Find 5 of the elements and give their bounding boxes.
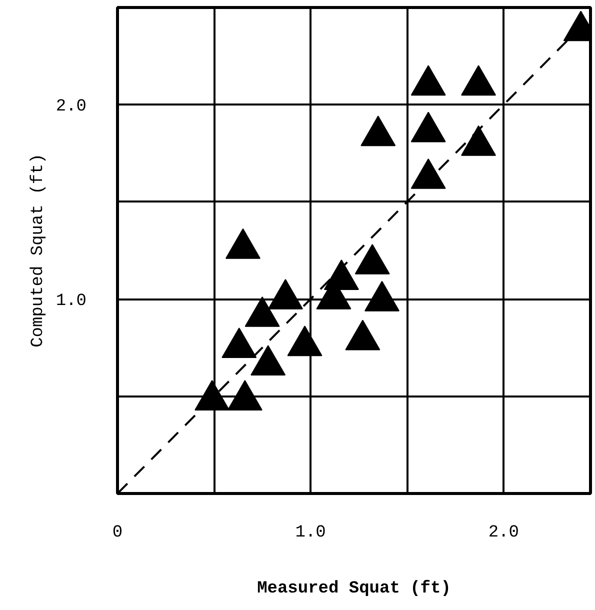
x-axis-title: Measured Squat (ft) [257, 580, 451, 598]
x-tick-label: 1.0 [295, 524, 326, 542]
y-axis-title: Computed Squat (ft) [28, 154, 48, 348]
x-tick-label: 2.0 [488, 524, 519, 542]
x-tick-label: 0 [112, 524, 123, 542]
